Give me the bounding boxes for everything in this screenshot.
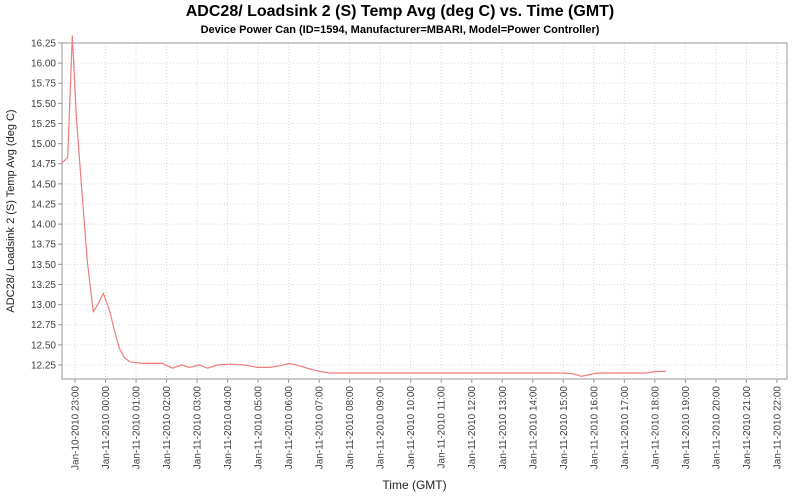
x-tick-label: Jan-11-2010 10:00 [406, 386, 417, 470]
plot-border [61, 42, 788, 380]
y-tick-label: 14.75 [31, 159, 56, 170]
x-tick-label: Jan-11-2010 03:00 [193, 386, 204, 470]
tick-layer: Jan-10-2010 23:00 Jan-11-2010 00:00 Jan-11… [31, 39, 783, 470]
x-tick-label: Jan-11-2010 08:00 [345, 386, 356, 470]
y-tick-label: 13.00 [31, 300, 56, 311]
x-tick-label: Jan-11-2010 05:00 [254, 386, 265, 470]
x-tick-label: Jan-11-2010 14:00 [528, 386, 539, 470]
y-tick-label: 15.25 [31, 119, 56, 130]
y-axis-label: ADC28/ Loadsink 2 (S) Temp Avg (deg C) [5, 109, 17, 312]
y-tick-label: 14.25 [31, 199, 56, 210]
x-axis-label: Time (GMT) [382, 478, 446, 492]
y-tick-label: 12.25 [31, 360, 56, 371]
x-tick-label: Jan-11-2010 22:00 [772, 386, 783, 470]
y-tick-label: 15.50 [31, 99, 56, 110]
y-tick-label: 13.50 [31, 260, 56, 271]
x-tick-label: Jan-11-2010 01:00 [132, 386, 143, 470]
y-tick-label: 16.00 [31, 59, 56, 70]
x-tick-label: Jan-11-2010 19:00 [681, 386, 692, 470]
y-tick-label: 16.25 [31, 39, 56, 50]
x-tick-label: Jan-11-2010 16:00 [589, 386, 600, 470]
series-layer [61, 35, 667, 377]
x-tick-label: Jan-11-2010 06:00 [284, 386, 295, 470]
y-tick-label: 13.25 [31, 280, 56, 291]
x-tick-label: Jan-11-2010 15:00 [559, 386, 570, 470]
temp-series-line [61, 35, 667, 377]
y-tick-label: 12.50 [31, 340, 56, 351]
grid-layer [62, 42, 787, 379]
y-tick-label: 14.00 [31, 220, 56, 231]
y-tick-label: 12.75 [31, 320, 56, 331]
x-tick-label: Jan-11-2010 09:00 [376, 386, 387, 470]
y-tick-label: 13.75 [31, 240, 56, 251]
x-tick-label: Jan-11-2010 18:00 [650, 386, 661, 470]
x-tick-label: Jan-11-2010 17:00 [620, 386, 631, 470]
y-tick-label: 14.50 [31, 179, 56, 190]
x-tick-label: Jan-10-2010 23:00 [71, 386, 82, 470]
chart-title: ADC28/ Loadsink 2 (S) Temp Avg (deg C) v… [185, 3, 615, 20]
x-tick-label: Jan-11-2010 00:00 [101, 386, 112, 470]
chart-subtitle: Device Power Can (ID=1594, Manufacturer=… [200, 24, 600, 36]
x-tick-label: Jan-11-2010 20:00 [711, 386, 722, 470]
x-tick-label: Jan-11-2010 12:00 [467, 386, 478, 470]
x-tick-label: Jan-11-2010 13:00 [498, 386, 509, 470]
y-tick-label: 15.75 [31, 79, 56, 90]
x-tick-label: Jan-11-2010 02:00 [162, 386, 173, 470]
x-tick-label: Jan-11-2010 07:00 [315, 386, 326, 470]
y-tick-label: 15.00 [31, 139, 56, 150]
x-tick-label: Jan-11-2010 04:00 [223, 386, 234, 470]
x-tick-label: Jan-11-2010 21:00 [742, 386, 753, 470]
x-tick-label: Jan-11-2010 11:00 [437, 386, 448, 469]
